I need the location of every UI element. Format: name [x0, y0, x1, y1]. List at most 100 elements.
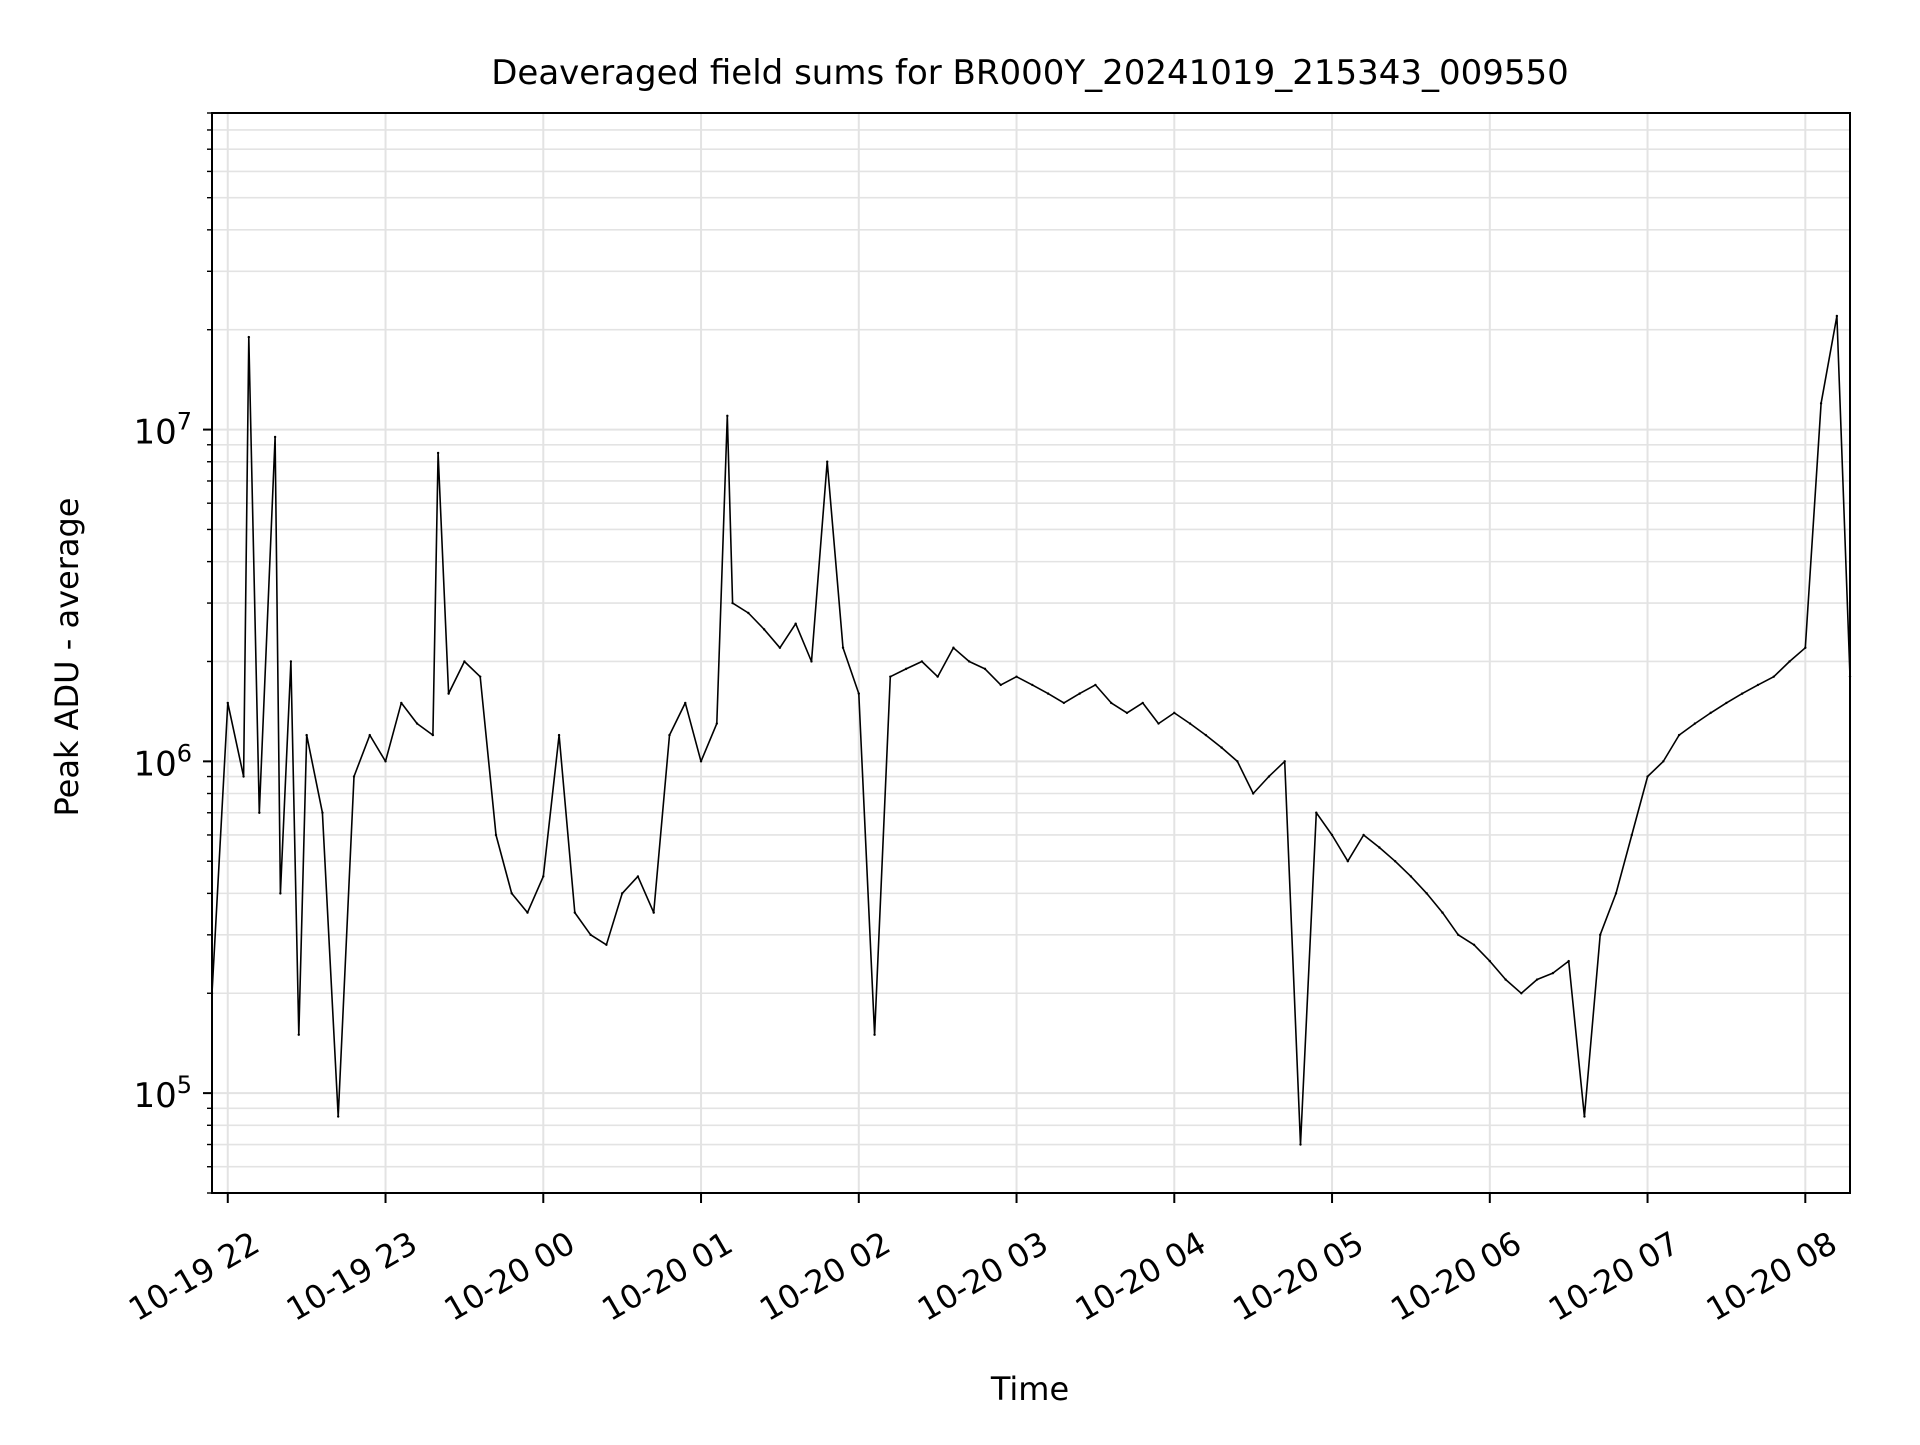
- data-point: [258, 811, 261, 814]
- data-point: [352, 775, 356, 778]
- data-point: [494, 833, 498, 837]
- data-point: [873, 1033, 876, 1036]
- data-point: [762, 628, 766, 631]
- data-point: [747, 611, 750, 615]
- data-point: [726, 414, 729, 418]
- data-point: [889, 675, 892, 678]
- y-tick-label-exponent: 7: [177, 408, 192, 436]
- data-point: [321, 811, 324, 814]
- data-point: [1204, 733, 1208, 737]
- data-point: [1362, 833, 1365, 837]
- data-point: [1188, 722, 1192, 725]
- data-point: [1094, 683, 1097, 687]
- data-point: [1614, 892, 1618, 895]
- x-axis-label: Time: [990, 1370, 1069, 1408]
- data-point: [1157, 722, 1160, 725]
- data-point: [968, 660, 971, 663]
- data-point: [1378, 846, 1381, 849]
- data-point: [652, 911, 655, 914]
- data-point: [952, 646, 955, 649]
- data-point: [1441, 911, 1444, 914]
- data-point: [337, 1115, 340, 1118]
- data-point: [573, 911, 577, 914]
- data-point: [999, 683, 1002, 687]
- y-tick-label: 107: [133, 408, 192, 453]
- data-point: [841, 646, 845, 649]
- data-point: [557, 733, 561, 737]
- data-point: [1756, 683, 1760, 687]
- series-layer: [210, 314, 1852, 1146]
- data-point: [1693, 722, 1697, 725]
- data-point: [904, 667, 908, 671]
- data-point: [731, 601, 734, 605]
- data-point: [1031, 683, 1034, 687]
- series-line: [211, 315, 1851, 1146]
- data-point: [384, 760, 387, 763]
- data-point: [1520, 992, 1523, 995]
- data-point: [589, 933, 592, 937]
- data-point: [1315, 811, 1318, 814]
- data-point: [1299, 1143, 1302, 1146]
- data-point: [1267, 775, 1271, 778]
- data-point: [1393, 860, 1397, 863]
- data-point: [436, 451, 440, 455]
- data-point: [1599, 933, 1602, 937]
- data-point: [826, 460, 829, 463]
- data-point: [636, 875, 640, 878]
- data-point: [1457, 933, 1460, 937]
- data-point: [699, 760, 703, 763]
- data-point: [1583, 1115, 1586, 1118]
- data-point: [794, 622, 797, 625]
- data-point: [289, 660, 293, 663]
- data-point: [684, 701, 687, 705]
- data-point: [247, 335, 251, 339]
- data-point: [1488, 959, 1491, 963]
- data-point: [715, 722, 719, 725]
- data-point: [778, 646, 782, 649]
- data-point: [1125, 711, 1129, 715]
- data-point: [1472, 943, 1476, 946]
- data-point: [668, 733, 671, 737]
- data-point: [463, 660, 466, 663]
- data-point: [1220, 746, 1223, 749]
- data-point: [1662, 760, 1665, 763]
- data-point: [1725, 701, 1728, 705]
- data-point: [242, 775, 245, 778]
- data-point: [1141, 701, 1144, 705]
- data-point: [1236, 760, 1239, 763]
- data-point: [1425, 892, 1428, 895]
- data-point: [297, 1033, 300, 1036]
- data-point: [431, 733, 435, 737]
- data-point: [1173, 711, 1176, 715]
- data-point: [510, 892, 513, 895]
- data-point: [1677, 733, 1681, 737]
- plot-frame: [211, 112, 1851, 1194]
- data-point: [810, 660, 813, 663]
- data-point: [1772, 675, 1775, 678]
- data-point: [1646, 775, 1649, 778]
- data-point: [1346, 860, 1350, 863]
- data-point: [447, 692, 450, 695]
- data-point: [1567, 959, 1570, 963]
- data-point: [1741, 692, 1744, 695]
- data-point: [226, 701, 229, 705]
- y-tick-label-exponent: 5: [177, 1071, 192, 1099]
- data-point: [526, 911, 529, 914]
- y-tick-label-base: 10: [133, 744, 176, 784]
- data-point: [1788, 660, 1791, 663]
- data-point: [478, 675, 482, 678]
- data-point: [1078, 692, 1081, 695]
- data-point: [1330, 833, 1334, 837]
- data-point: [305, 733, 308, 737]
- y-axis-label: Peak ADU - average: [48, 498, 86, 817]
- data-point: [279, 892, 282, 895]
- y-tick-label-exponent: 6: [177, 739, 192, 767]
- data-point: [1535, 978, 1539, 981]
- data-point: [1283, 760, 1286, 763]
- data-point: [542, 875, 545, 878]
- data-point: [1109, 701, 1113, 705]
- data-point: [1015, 675, 1018, 678]
